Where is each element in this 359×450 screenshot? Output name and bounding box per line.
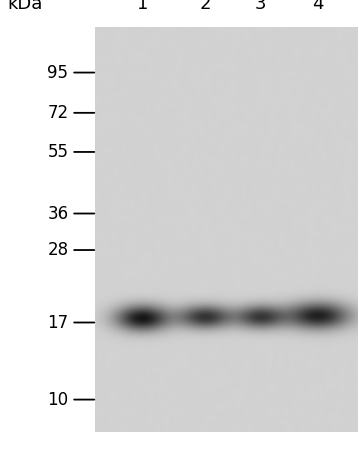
Text: 17: 17	[47, 314, 69, 332]
Text: 4: 4	[312, 0, 324, 13]
Text: 2: 2	[200, 0, 211, 13]
Text: 28: 28	[47, 241, 69, 259]
Text: 95: 95	[47, 63, 69, 81]
Text: 72: 72	[47, 104, 69, 122]
Text: 36: 36	[47, 204, 69, 222]
Text: 10: 10	[47, 391, 69, 409]
Text: 1: 1	[137, 0, 148, 13]
Text: 55: 55	[47, 143, 69, 161]
Text: 3: 3	[255, 0, 266, 13]
Text: kDa: kDa	[8, 0, 43, 13]
